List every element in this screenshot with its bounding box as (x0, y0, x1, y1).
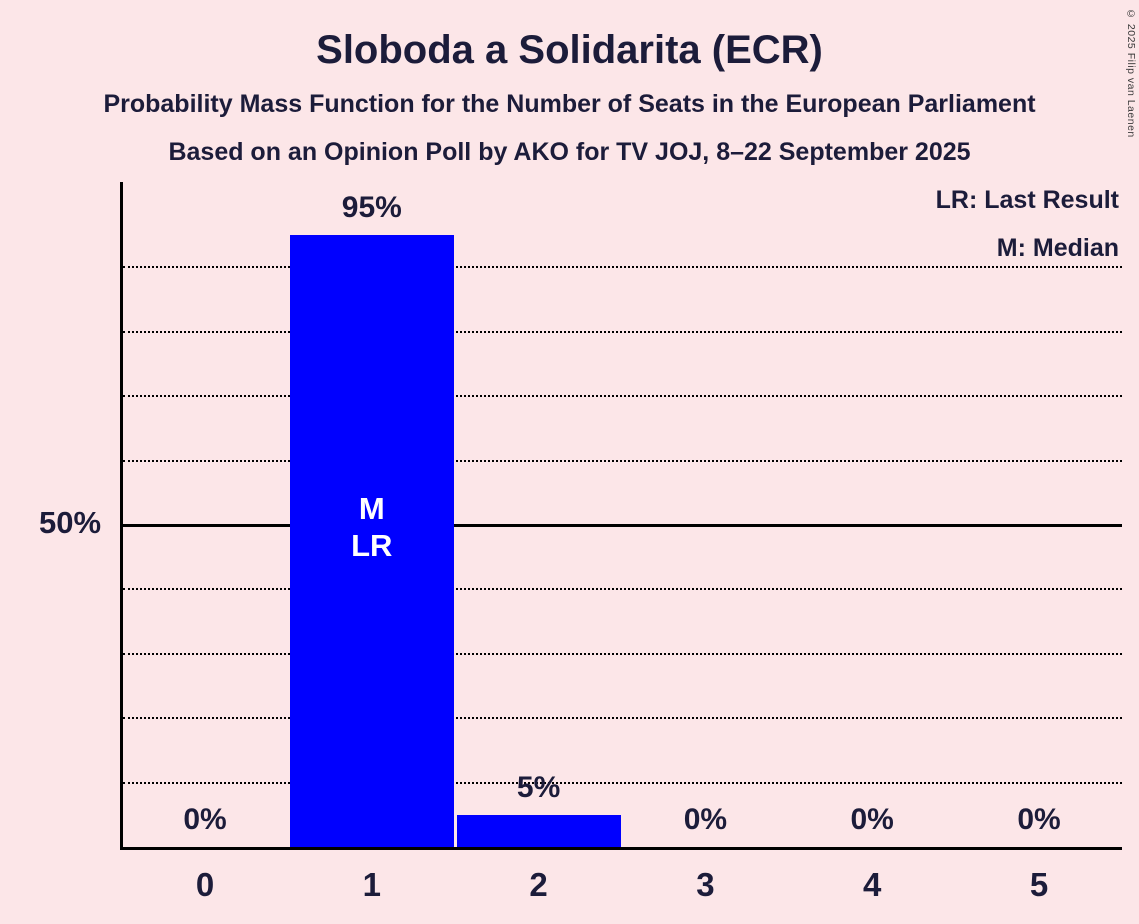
gridline-70pct (123, 395, 1122, 398)
bar-seats-2 (456, 814, 621, 847)
x-tick-label-3: 3 (696, 866, 715, 903)
chart-subtitle-2: Based on an Opinion Poll by AKO for TV J… (168, 138, 971, 166)
bar-value-label-1: 95% (341, 191, 402, 225)
gridline-90pct (123, 266, 1122, 269)
bar-value-label-2: 5% (516, 770, 561, 804)
chart-subtitle-1: Probability Mass Function for the Number… (103, 90, 1036, 118)
bar-seats-1 (289, 235, 454, 847)
bar-value-label-5: 0% (1017, 803, 1061, 836)
x-tick-label-4: 4 (863, 866, 882, 903)
legend-last-result: LR: Last Result (935, 186, 1119, 214)
x-tick-label-5: 5 (1029, 866, 1049, 903)
copyright-notice: © 2025 Filip van Laenen (1125, 8, 1137, 138)
plot-area: 0% 0 95% 1 5% 2 0% 3 0% 4 0% 5 M LR (120, 182, 1122, 903)
median-lr-annotation: M LR (290, 490, 454, 564)
gridline-10pct (123, 781, 1122, 784)
x-tick-label-2: 2 (529, 866, 548, 903)
bar-value-label-0: 0% (183, 803, 227, 836)
annotation-line: M (358, 491, 385, 526)
gridline-20pct (123, 717, 1122, 720)
gridline-60pct (123, 459, 1122, 462)
bar-value-label-3: 0% (683, 803, 728, 836)
chart-title: Sloboda a Solidarita (ECR) (316, 28, 823, 72)
y-axis-label-50: 50% (38, 505, 102, 540)
gridline-80pct (123, 330, 1122, 333)
bar-value-label-4: 0% (850, 803, 894, 836)
fifty-percent-line (123, 523, 1122, 527)
legend-median: M: Median (996, 234, 1119, 262)
gridline-40pct (123, 588, 1122, 591)
x-tick-label-0: 0 (195, 866, 215, 903)
annotation-line: LR (351, 528, 393, 563)
x-tick-label-1: 1 (362, 866, 381, 903)
gridline-30pct (123, 652, 1122, 655)
